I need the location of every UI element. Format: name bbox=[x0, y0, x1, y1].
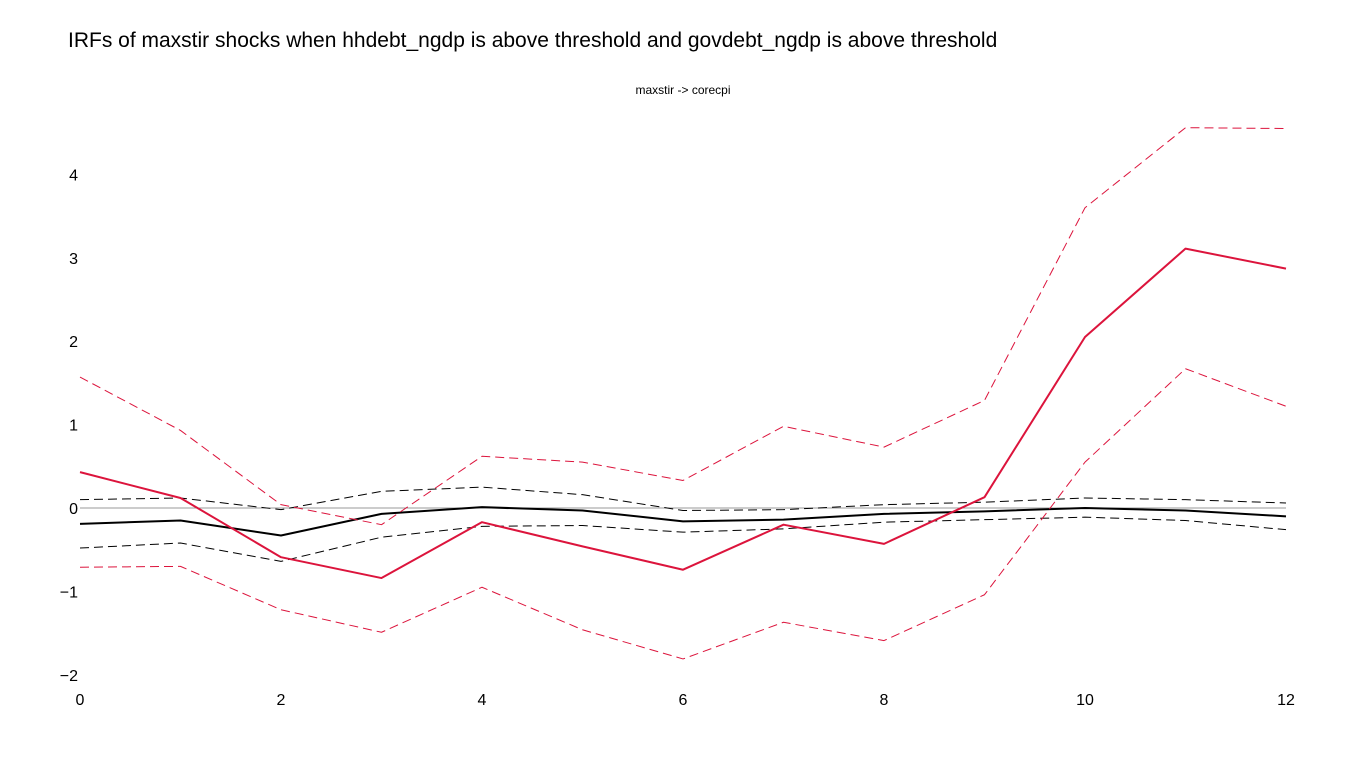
x-tick-label: 8 bbox=[880, 692, 889, 709]
x-tick-label: 6 bbox=[679, 692, 688, 709]
black-irf-line bbox=[79, 506, 1287, 537]
black-band-line bbox=[79, 516, 1287, 562]
x-tick-label: 4 bbox=[478, 692, 487, 709]
y-tick-label: 2 bbox=[69, 334, 78, 351]
red-band-line bbox=[79, 368, 1287, 660]
x-tick-label: 12 bbox=[1277, 692, 1295, 709]
y-tick-label: −2 bbox=[60, 668, 78, 685]
y-tick-label: 3 bbox=[69, 251, 78, 268]
chart-subtitle: maxstir -> corecpi bbox=[635, 83, 731, 97]
red-band-line bbox=[79, 127, 1287, 526]
y-tick-label: −1 bbox=[60, 584, 78, 601]
black-band-line bbox=[79, 486, 1287, 512]
y-tick-label: 0 bbox=[69, 501, 78, 518]
y-tick-label: 4 bbox=[69, 167, 78, 184]
x-tick-label: 10 bbox=[1076, 692, 1094, 709]
series-lines bbox=[79, 127, 1287, 660]
x-tick-label: 2 bbox=[277, 692, 286, 709]
x-tick-label: 0 bbox=[76, 692, 85, 709]
red-irf-line bbox=[79, 247, 1287, 580]
y-tick-label: 1 bbox=[69, 418, 78, 435]
chart-title: IRFs of maxstir shocks when hhdebt_ngdp … bbox=[68, 29, 998, 52]
